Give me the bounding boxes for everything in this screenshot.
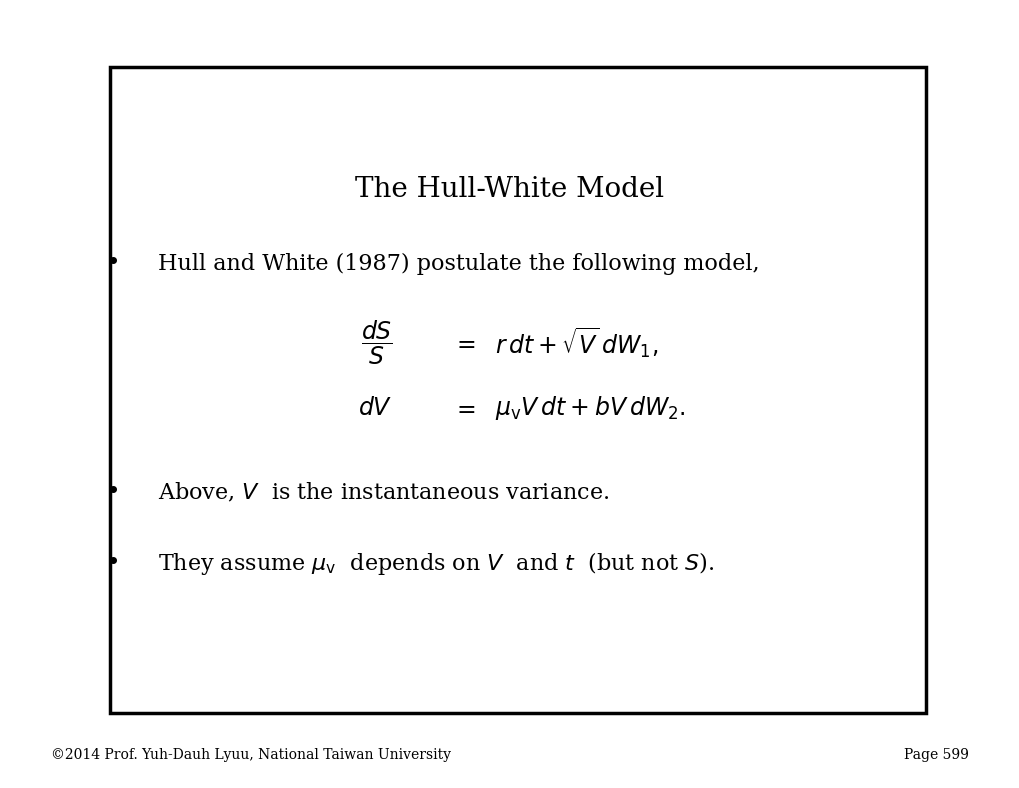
Text: ©2014 Prof. Yuh-Dauh Lyuu, National Taiwan University: ©2014 Prof. Yuh-Dauh Lyuu, National Taiw… [51,748,450,762]
FancyBboxPatch shape [110,67,925,713]
Text: •: • [105,481,119,504]
Text: Hull and White (1987) postulate the following model,: Hull and White (1987) postulate the foll… [158,253,759,275]
Text: $=$: $=$ [451,396,476,420]
Text: $\dfrac{dS}{S}$: $\dfrac{dS}{S}$ [361,318,392,367]
Text: $=$: $=$ [451,331,476,355]
Text: The Hull-White Model: The Hull-White Model [355,176,664,203]
Text: •: • [105,552,119,575]
Text: •: • [105,252,119,276]
Text: $dV$: $dV$ [358,396,392,420]
Text: Above, $V$  is the instantaneous variance.: Above, $V$ is the instantaneous variance… [158,481,608,504]
Text: Page 599: Page 599 [903,748,968,762]
Text: They assume $\mu_{\mathrm{v}}$  depends on $V$  and $t$  (but not $S$).: They assume $\mu_{\mathrm{v}}$ depends o… [158,550,714,577]
Text: $r\,dt + \sqrt{V}\,dW_1,$: $r\,dt + \sqrt{V}\,dW_1,$ [494,325,657,360]
Text: $\mu_{\mathrm{v}}V\,dt + bV\,dW_2.$: $\mu_{\mathrm{v}}V\,dt + bV\,dW_2.$ [494,394,685,422]
